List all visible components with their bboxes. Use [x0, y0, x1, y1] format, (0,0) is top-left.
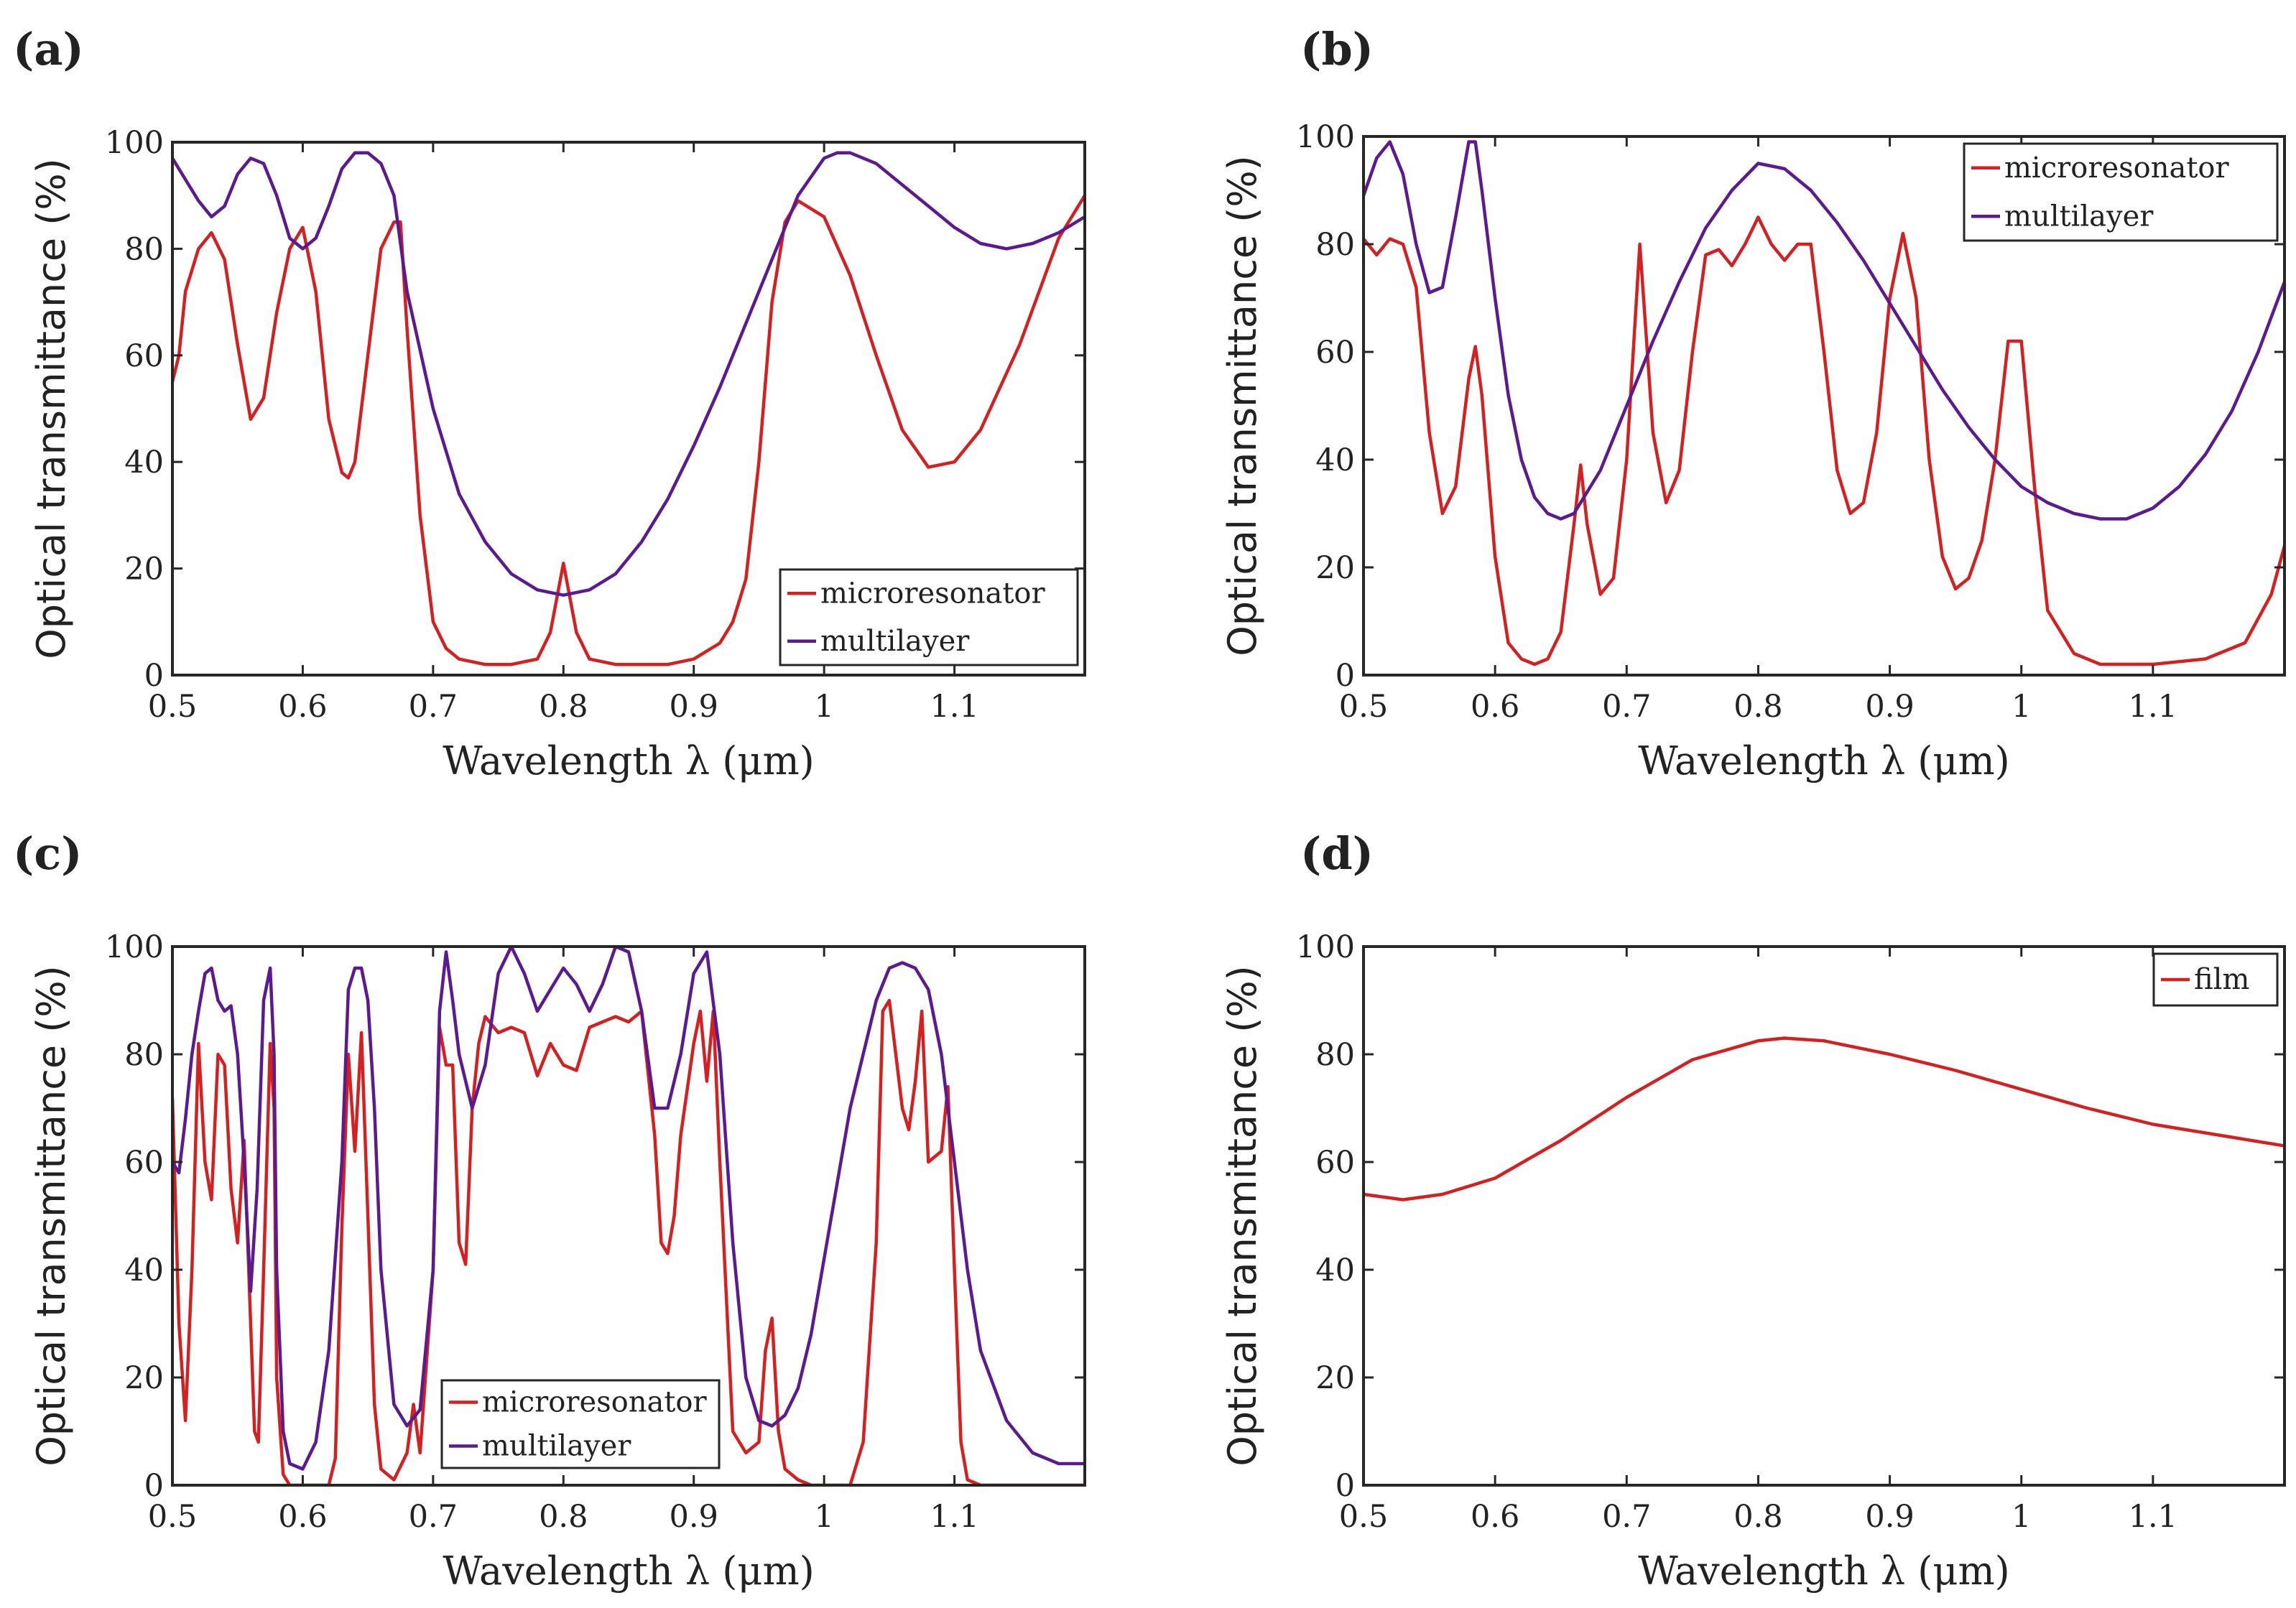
- x-tick-label: 0.5: [148, 689, 197, 725]
- y-tick-label: 80: [1315, 1037, 1355, 1073]
- x-tick-label: 0.5: [148, 1499, 197, 1535]
- panel-d: (d) 0.5 0.6 0.7 0.8 0.9 1 1.1 0 20 40 60 80 100 Wavele…: [1220, 827, 2286, 1594]
- legend-box: [1963, 142, 2279, 242]
- y-tick-label: 80: [124, 1037, 164, 1073]
- y-tick-label: 100: [1296, 929, 1355, 965]
- series-line-film: [1364, 1036, 2285, 1202]
- x-tick-label: 0.8: [1733, 1499, 1782, 1535]
- y-axis-label: Optical transmittance (%): [29, 965, 74, 1467]
- x-tick-label: 1.1: [930, 689, 978, 725]
- y-tick-label: 0: [1336, 1468, 1355, 1504]
- plot-frame: [171, 945, 1086, 1487]
- legend-label-multilayer: multilayer: [820, 625, 970, 658]
- legend-label-microresonator: microresonator: [2004, 152, 2229, 185]
- y-tick-label: 20: [1315, 1360, 1355, 1396]
- x-tick-label: 1: [2012, 1499, 2031, 1535]
- x-tick-label: 0.7: [1602, 689, 1651, 725]
- x-tick-label: 0.9: [1865, 689, 1914, 725]
- x-tick-label: 0.6: [278, 1499, 327, 1535]
- panel-b: (b) 0.5 0.6 0.7 0.8 0.9 1 1.1 0 20 40 60 80 100 Wavele…: [1220, 23, 2286, 784]
- plot-frame: [1362, 945, 2286, 1487]
- panel-a: (a) 0.5 0.6 0.7 0.8 0.9 1 1.1 0 20 40 60 80 100 Wavele…: [13, 23, 1086, 784]
- y-tick-label: 80: [124, 231, 164, 267]
- y-tick-label: 60: [124, 338, 164, 374]
- y-tick-label: 20: [124, 1360, 164, 1396]
- legend-label-film: film: [2194, 963, 2249, 996]
- y-tick-label: 40: [124, 445, 164, 480]
- x-tick-label: 0.6: [1471, 1499, 1519, 1535]
- x-tick-label: 0.6: [278, 689, 327, 725]
- legend: microresonator multilayer: [440, 1379, 721, 1469]
- x-axis-label: Wavelength λ (μm): [1638, 1548, 2010, 1594]
- series-line-microresonator: [1364, 215, 2285, 666]
- x-tick-label: 0.8: [539, 689, 588, 725]
- series-line-multilayer: [172, 947, 1085, 1471]
- y-axis-label: Optical transmittance (%): [1220, 965, 1265, 1467]
- y-tick-label: 20: [1315, 550, 1355, 586]
- x-tick-label: 0.5: [1339, 1499, 1388, 1535]
- x-axis-label: Wavelength λ (μm): [1638, 738, 2010, 784]
- legend-label-multilayer: multilayer: [2004, 200, 2154, 233]
- x-tick-label: 1.1: [930, 1499, 978, 1535]
- x-tick-label: 1.1: [2129, 1499, 2177, 1535]
- series-line-multilayer: [1364, 140, 2285, 521]
- y-tick-label: 0: [1336, 658, 1355, 694]
- y-tick-label: 100: [105, 929, 164, 965]
- x-tick-label: 0.8: [539, 1499, 588, 1535]
- x-tick-label: 1: [814, 689, 833, 725]
- series-line-microresonator: [172, 193, 1085, 666]
- legend-label-microresonator: microresonator: [482, 1386, 707, 1419]
- panel-label: (b): [1300, 23, 1374, 75]
- x-axis-label: Wavelength λ (μm): [443, 738, 815, 784]
- x-tick-label: 0.7: [1602, 1499, 1651, 1535]
- y-tick-label: 20: [124, 552, 164, 587]
- legend-box: [779, 568, 1079, 666]
- y-tick-label: 60: [124, 1145, 164, 1181]
- y-tick-label: 0: [144, 1468, 164, 1504]
- legend: film: [2152, 952, 2279, 1007]
- y-tick-label: 40: [1315, 442, 1355, 478]
- y-tick-label: 40: [1315, 1253, 1355, 1288]
- legend-label-multilayer: multilayer: [482, 1430, 631, 1463]
- x-tick-label: 0.9: [1865, 1499, 1914, 1535]
- y-tick-label: 60: [1315, 335, 1355, 371]
- plot-frame: [1362, 135, 2286, 677]
- x-tick-label: 0.7: [409, 689, 458, 725]
- y-tick-label: 60: [1315, 1145, 1355, 1181]
- x-tick-label: 1.1: [2129, 689, 2177, 725]
- y-tick-label: 40: [124, 1253, 164, 1288]
- y-tick-label: 0: [144, 658, 164, 694]
- x-tick-label: 1: [814, 1499, 833, 1535]
- panel-c: (c) 0.5 0.6 0.7 0.8 0.9 1 1.1 0 20 40 60 80 100 Wavele…: [13, 827, 1086, 1594]
- series-line-microresonator: [172, 998, 1085, 1485]
- y-tick-label: 80: [1315, 227, 1355, 263]
- panel-label: (a): [13, 23, 84, 75]
- x-tick-label: 0.5: [1339, 689, 1388, 725]
- plot-frame: [171, 141, 1086, 677]
- y-tick-label: 100: [1296, 119, 1355, 155]
- legend-box: [440, 1379, 721, 1469]
- series-line-multilayer: [172, 151, 1085, 597]
- x-tick-label: 1: [2012, 689, 2031, 725]
- x-tick-label: 0.9: [670, 689, 718, 725]
- panel-label: (d): [1300, 827, 1374, 880]
- y-axis-label: Optical transmittance (%): [1220, 155, 1265, 656]
- y-axis-label: Optical transmittance (%): [29, 158, 74, 659]
- x-axis-label: Wavelength λ (μm): [443, 1548, 815, 1594]
- legend: microresonator multilayer: [1963, 142, 2279, 242]
- panel-label: (c): [13, 827, 82, 880]
- x-tick-label: 0.9: [670, 1499, 718, 1535]
- x-tick-label: 0.7: [409, 1499, 458, 1535]
- x-tick-label: 0.8: [1733, 689, 1782, 725]
- legend: microresonator multilayer: [779, 568, 1079, 666]
- legend-label-microresonator: microresonator: [820, 577, 1045, 610]
- x-tick-label: 0.6: [1471, 689, 1519, 725]
- y-tick-label: 100: [105, 125, 164, 161]
